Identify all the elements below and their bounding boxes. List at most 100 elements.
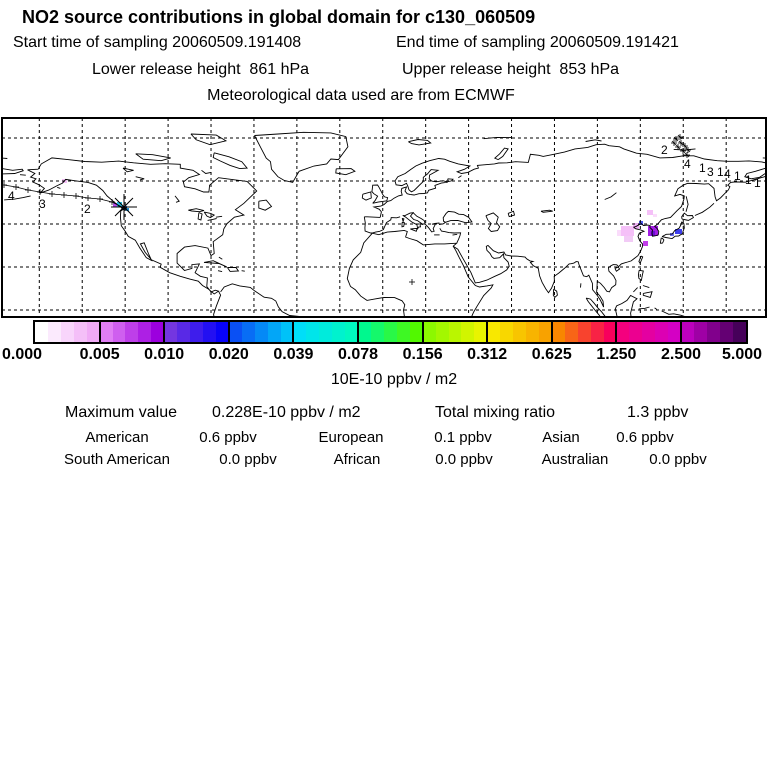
colorbar-divider xyxy=(486,322,489,342)
region-label: American xyxy=(85,429,149,446)
upper-release-label: Upper release height 853 hPa xyxy=(402,61,620,78)
colorbar-tick-label: 0.020 xyxy=(208,346,249,363)
colorbar-divider xyxy=(421,322,424,342)
track-hour-label: 1 xyxy=(717,165,724,179)
lower-release-label: Lower release height 861 hPa xyxy=(92,61,310,78)
colorbar-cell xyxy=(112,322,126,342)
total-mixing-ratio-value: 1.3 ppbv xyxy=(627,404,689,421)
colorbar-cell xyxy=(383,322,397,342)
colorbar-cell xyxy=(202,322,216,342)
colorbar-tick-label: 0.312 xyxy=(467,346,508,363)
region-label: Australian xyxy=(541,451,609,468)
colorbar-tick-label: 0.156 xyxy=(402,346,443,363)
colorbar-cell xyxy=(86,322,100,342)
colorbar-cell xyxy=(306,322,320,342)
colorbar-tick-label: 0.010 xyxy=(144,346,185,363)
contribution-patch xyxy=(617,230,624,236)
colorbar-tick-label: 2.500 xyxy=(660,346,702,363)
colorbar-cell xyxy=(435,322,449,342)
contribution-patch xyxy=(126,208,129,211)
colorbar-cell xyxy=(564,322,578,342)
colorbar-divider xyxy=(357,322,359,342)
colorbar-divider xyxy=(615,322,618,342)
sampling-star-marker xyxy=(111,194,137,220)
colorbar-cell xyxy=(177,322,191,342)
max-value-label: Maximum value xyxy=(65,404,178,421)
region-value: 0.6 ppbv xyxy=(199,429,257,446)
colorbar-cell xyxy=(215,322,229,342)
colorbar-cell xyxy=(151,322,165,342)
colorbar-cell xyxy=(732,322,746,342)
colorbar-unit-label: 10E-10 ppbv / m2 xyxy=(330,371,458,388)
colorbar-cell xyxy=(577,322,591,342)
colorbar-cell xyxy=(138,322,152,342)
colorbar-cell xyxy=(668,322,682,342)
colorbar-cell xyxy=(642,322,656,342)
contribution-patch xyxy=(113,203,117,207)
track-hour-label: 2 xyxy=(661,143,668,157)
colorbar-cell xyxy=(345,322,359,342)
colorbar-tick-label: 0.625 xyxy=(531,346,572,363)
colorbar-cell xyxy=(370,322,384,342)
colorbar-cell xyxy=(629,322,643,342)
region-label: African xyxy=(333,451,381,468)
colorbar-cell xyxy=(706,322,720,342)
colorbar-cell xyxy=(125,322,139,342)
contribution-patch xyxy=(621,226,634,236)
colorbar-cell xyxy=(461,322,475,342)
track-hour-label: 4 xyxy=(8,189,15,203)
colorbar-cell xyxy=(47,322,61,342)
contribution-patch xyxy=(647,210,653,215)
colorbar-cell xyxy=(487,322,501,342)
region-value: 0.0 ppbv xyxy=(435,451,493,468)
max-value: 0.228E-10 ppbv / m2 xyxy=(212,404,361,421)
region-value: 0.0 ppbv xyxy=(649,451,707,468)
track-hour-label: 4 xyxy=(724,167,731,181)
map-border xyxy=(1,117,767,318)
colorbar-cell xyxy=(280,322,294,342)
end-time-label: End time of sampling 20060509.191421 xyxy=(396,34,679,51)
colorbar-cell xyxy=(513,322,527,342)
colorbar-cell xyxy=(448,322,462,342)
region-value: 0.6 ppbv xyxy=(616,429,674,446)
colorbar-cell xyxy=(590,322,604,342)
region-label: South American xyxy=(64,451,170,468)
colorbar-cell xyxy=(616,322,630,342)
track-hour-label: 1 xyxy=(734,169,741,183)
contribution-patch xyxy=(643,241,648,246)
contribution-patch xyxy=(624,236,633,242)
region-label: Asian xyxy=(542,429,580,446)
colorbar-cell xyxy=(164,322,178,342)
colorbar-cell xyxy=(694,322,707,342)
colorbar-cell xyxy=(60,322,74,342)
total-mixing-ratio-label: Total mixing ratio xyxy=(435,404,556,421)
colorbar-cell xyxy=(73,322,87,342)
track-hour-label: 3 xyxy=(39,197,46,211)
start-time-label: Start time of sampling 20060509.191408 xyxy=(13,34,302,51)
colorbar-cell xyxy=(655,322,669,342)
colorbar-cell xyxy=(99,322,113,342)
contribution-patch xyxy=(675,229,682,234)
colorbar-tick-label: 1.250 xyxy=(596,346,637,363)
colorbar-cell xyxy=(254,322,268,342)
region-value: 0.0 ppbv xyxy=(219,451,277,468)
track-hour-label: 1 xyxy=(699,161,706,175)
colorbar-cell xyxy=(500,322,514,342)
contribution-patch xyxy=(117,202,122,207)
colorbar-cell xyxy=(526,322,539,342)
contribution-patch xyxy=(651,231,655,236)
colorbar-cell xyxy=(293,322,307,342)
region-label: European xyxy=(318,429,384,446)
coastlines xyxy=(2,131,766,317)
colorbar-cell xyxy=(241,322,255,342)
colorbar-divider xyxy=(98,322,101,342)
track-hour-label: 3 xyxy=(707,165,714,179)
colorbar-tick-label: 0.039 xyxy=(273,346,314,363)
contribution-patch xyxy=(639,221,643,225)
colorbar-tick-label: 5.000 xyxy=(721,346,763,363)
colorbar-cell xyxy=(474,322,488,342)
colorbar-cell xyxy=(396,322,410,342)
